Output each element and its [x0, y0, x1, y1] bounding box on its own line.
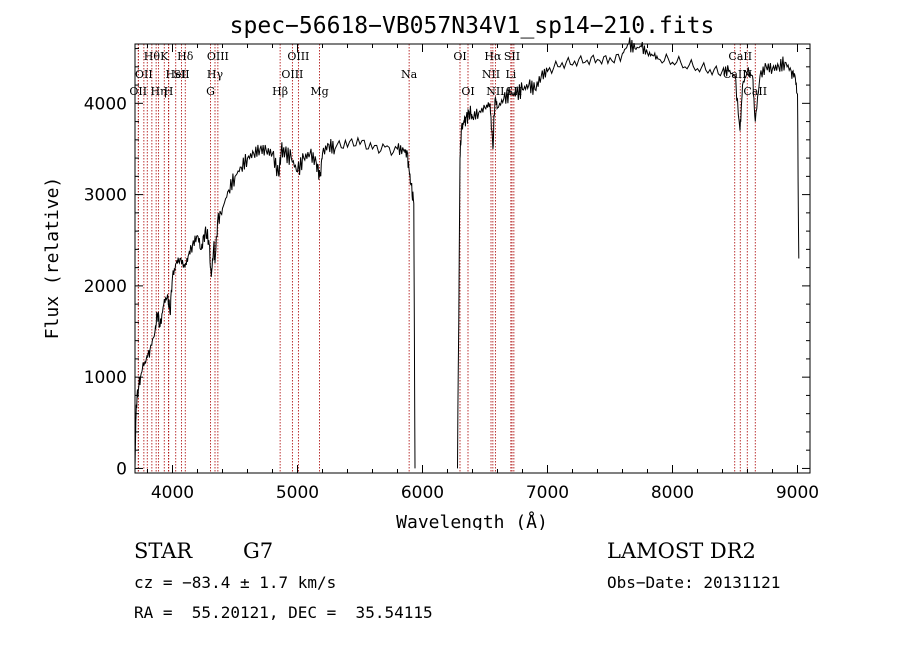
- x-tick-label: 8000: [651, 483, 694, 503]
- line-label: SII: [173, 68, 189, 81]
- line-label: NII: [486, 85, 504, 98]
- y-axis: 0 1000 2000 3000 4000: [84, 48, 810, 479]
- x-tick-label: 5000: [276, 483, 319, 503]
- line-label: OII: [135, 68, 153, 81]
- x-tick-label: 9000: [776, 483, 819, 503]
- line-label: CaII: [743, 85, 767, 98]
- line-label: OIII: [207, 50, 229, 63]
- line-label: OIII: [287, 50, 309, 63]
- spectrum-line-1: [134, 136, 416, 469]
- line-label: Hβ: [272, 85, 288, 98]
- line-label: G: [206, 85, 215, 98]
- line-label: CaII: [728, 50, 752, 63]
- coordinates: RA = 55.20121, DEC = 35.54115: [134, 603, 433, 622]
- object-class: STAR: [134, 539, 193, 563]
- line-label: Hδ: [177, 50, 194, 63]
- y-tick-label: 2000: [84, 277, 127, 297]
- line-label: H: [164, 85, 174, 98]
- x-axis: 4000 5000 6000 7000 8000 9000: [147, 44, 819, 503]
- x-axis-label: Wavelength (Å): [396, 511, 548, 530]
- line-label: OII: [129, 85, 147, 98]
- plot-frame: [134, 43, 811, 474]
- y-axis-label: Flux (relative): [42, 177, 63, 340]
- line-label: Hγ: [207, 68, 224, 81]
- line-label: Hα: [484, 50, 502, 63]
- x-tick-label: 7000: [526, 483, 569, 503]
- spectral-subclass: G7: [243, 539, 274, 563]
- line-label: SII: [504, 50, 520, 63]
- line-label: HeI: [166, 68, 186, 81]
- emission-line-markers: [137, 44, 756, 473]
- line-label: N: [742, 68, 752, 81]
- line-label: K: [160, 50, 169, 63]
- survey-name: LAMOST DR2: [607, 539, 756, 563]
- line-label: Hθ: [144, 50, 161, 63]
- chart-title: spec−56618−VB057N34V1_sp14−210.fits: [230, 13, 715, 39]
- observation-date: Obs−Date: 20131121: [607, 573, 781, 592]
- emission-line-labels: OIIOIIHθHηKHHeISIIHδGHγOIIIHβOIIIOIIIMgN…: [129, 50, 767, 98]
- y-tick-label: 1000: [84, 368, 127, 388]
- x-tick-label: 6000: [401, 483, 444, 503]
- y-tick-label: 0: [116, 459, 127, 479]
- line-label: OIII: [281, 68, 303, 81]
- spectrum-series: [134, 37, 800, 469]
- spectrum-chart: spec−56618−VB057N34V1_sp14−210.fits OII O…: [42, 13, 819, 530]
- x-tick-label: 4000: [151, 483, 194, 503]
- line-label: Mg: [310, 85, 328, 98]
- line-label: OI: [461, 85, 474, 98]
- line-label: OI: [453, 50, 466, 63]
- line-label: Li: [505, 68, 516, 81]
- line-label: Na: [401, 68, 418, 81]
- line-label: Hη: [151, 85, 167, 98]
- y-tick-label: 4000: [84, 94, 127, 114]
- spectrum-line-2: [457, 37, 800, 469]
- redshift-velocity: cz = −83.4 ± 1.7 km/s: [134, 573, 337, 592]
- y-tick-label: 3000: [84, 186, 127, 206]
- line-label: NII: [482, 68, 500, 81]
